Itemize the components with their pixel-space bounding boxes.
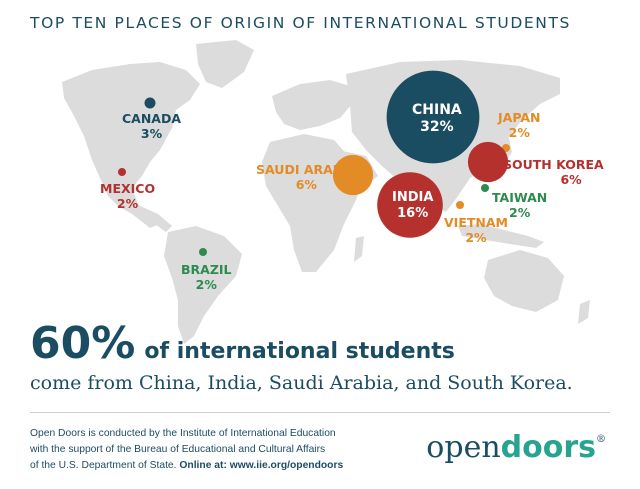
bubble-saudi-arabia <box>332 154 374 196</box>
europe-shape <box>272 80 352 130</box>
country-percent: 2% <box>509 205 531 220</box>
country-percent: 2% <box>465 230 487 245</box>
country-name: CANADA <box>122 111 182 126</box>
label-vietnam: VIETNAM 2% <box>444 215 508 245</box>
footer-line-3-text: of the U.S. Department of State. <box>30 460 180 471</box>
page-title: TOP TEN PLACES OF ORIGIN OF INTERNATIONA… <box>30 14 571 32</box>
country-percent: 2% <box>508 125 530 140</box>
australia-shape <box>484 250 564 312</box>
country-name: TAIWAN <box>492 190 548 205</box>
label-saudi-arabia: SAUDI ARABIA 6% <box>256 162 357 192</box>
headline-subtext: come from China, India, Saudi Arabia, an… <box>30 372 573 394</box>
registered-mark: ® <box>596 434 606 445</box>
country-percent: 3% <box>140 126 163 141</box>
logo-doors: doors <box>500 430 596 465</box>
label-india: INDIA 16% <box>392 190 433 222</box>
north-america-shape <box>62 62 200 228</box>
bubble-canada <box>144 97 156 109</box>
country-name: VIETNAM <box>444 215 508 230</box>
bubble-south-korea <box>467 141 509 183</box>
label-brazil: BRAZIL 2% <box>181 262 232 292</box>
madagascar-shape <box>354 236 364 262</box>
footer-line-2: with the support of the Bureau of Educat… <box>30 444 326 455</box>
headline-percent: 60% <box>30 318 136 369</box>
logo-open: open <box>426 430 501 465</box>
label-canada: CANADA 3% <box>122 111 181 141</box>
south-america-shape <box>164 226 242 344</box>
bubble-brazil <box>199 248 207 256</box>
label-japan: JAPAN 2% <box>498 110 540 140</box>
country-percent: 2% <box>116 196 139 211</box>
country-name: BRAZIL <box>181 262 232 277</box>
bubble-china <box>386 70 480 164</box>
footer-line-3: of the U.S. Department of State. Online … <box>30 458 343 474</box>
country-percent: 16% <box>397 206 429 221</box>
country-percent: 2% <box>195 277 217 292</box>
label-taiwan: TAIWAN 2% <box>492 190 547 220</box>
bubble-vietnam <box>456 201 464 209</box>
opendoors-logo: opendoors® <box>426 430 606 465</box>
label-mexico: MEXICO 2% <box>100 181 155 211</box>
footer-credit: Open Doors is conducted by the Institute… <box>30 426 343 474</box>
greenland-shape <box>196 40 254 88</box>
central-america-shape <box>140 206 172 232</box>
footer-link[interactable]: Online at: www.iie.org/opendoors <box>179 460 344 471</box>
country-percent: 6% <box>560 172 582 187</box>
country-name: MEXICO <box>100 181 156 196</box>
label-china: CHINA 32% <box>412 102 462 136</box>
country-name: INDIA <box>392 190 434 205</box>
country-name: CHINA <box>412 102 462 118</box>
country-percent: 6% <box>295 177 317 192</box>
headline: 60% of international students <box>30 318 455 369</box>
country-name: SAUDI ARABIA <box>256 162 357 177</box>
bubble-mexico <box>118 168 126 176</box>
bubble-india <box>377 172 443 238</box>
country-name: SOUTH KOREA <box>503 157 604 172</box>
country-name: JAPAN <box>498 110 541 125</box>
bubble-taiwan <box>481 184 489 192</box>
country-percent: 32% <box>420 119 454 135</box>
divider <box>30 412 610 413</box>
new-zealand-shape <box>578 300 590 324</box>
footer-line-1: Open Doors is conducted by the Institute… <box>30 428 336 439</box>
origin-bubbles <box>118 70 510 256</box>
headline-text: of international students <box>144 339 455 364</box>
label-south-korea: SOUTH KOREA 6% <box>503 157 604 187</box>
indonesia-shape <box>458 224 544 248</box>
